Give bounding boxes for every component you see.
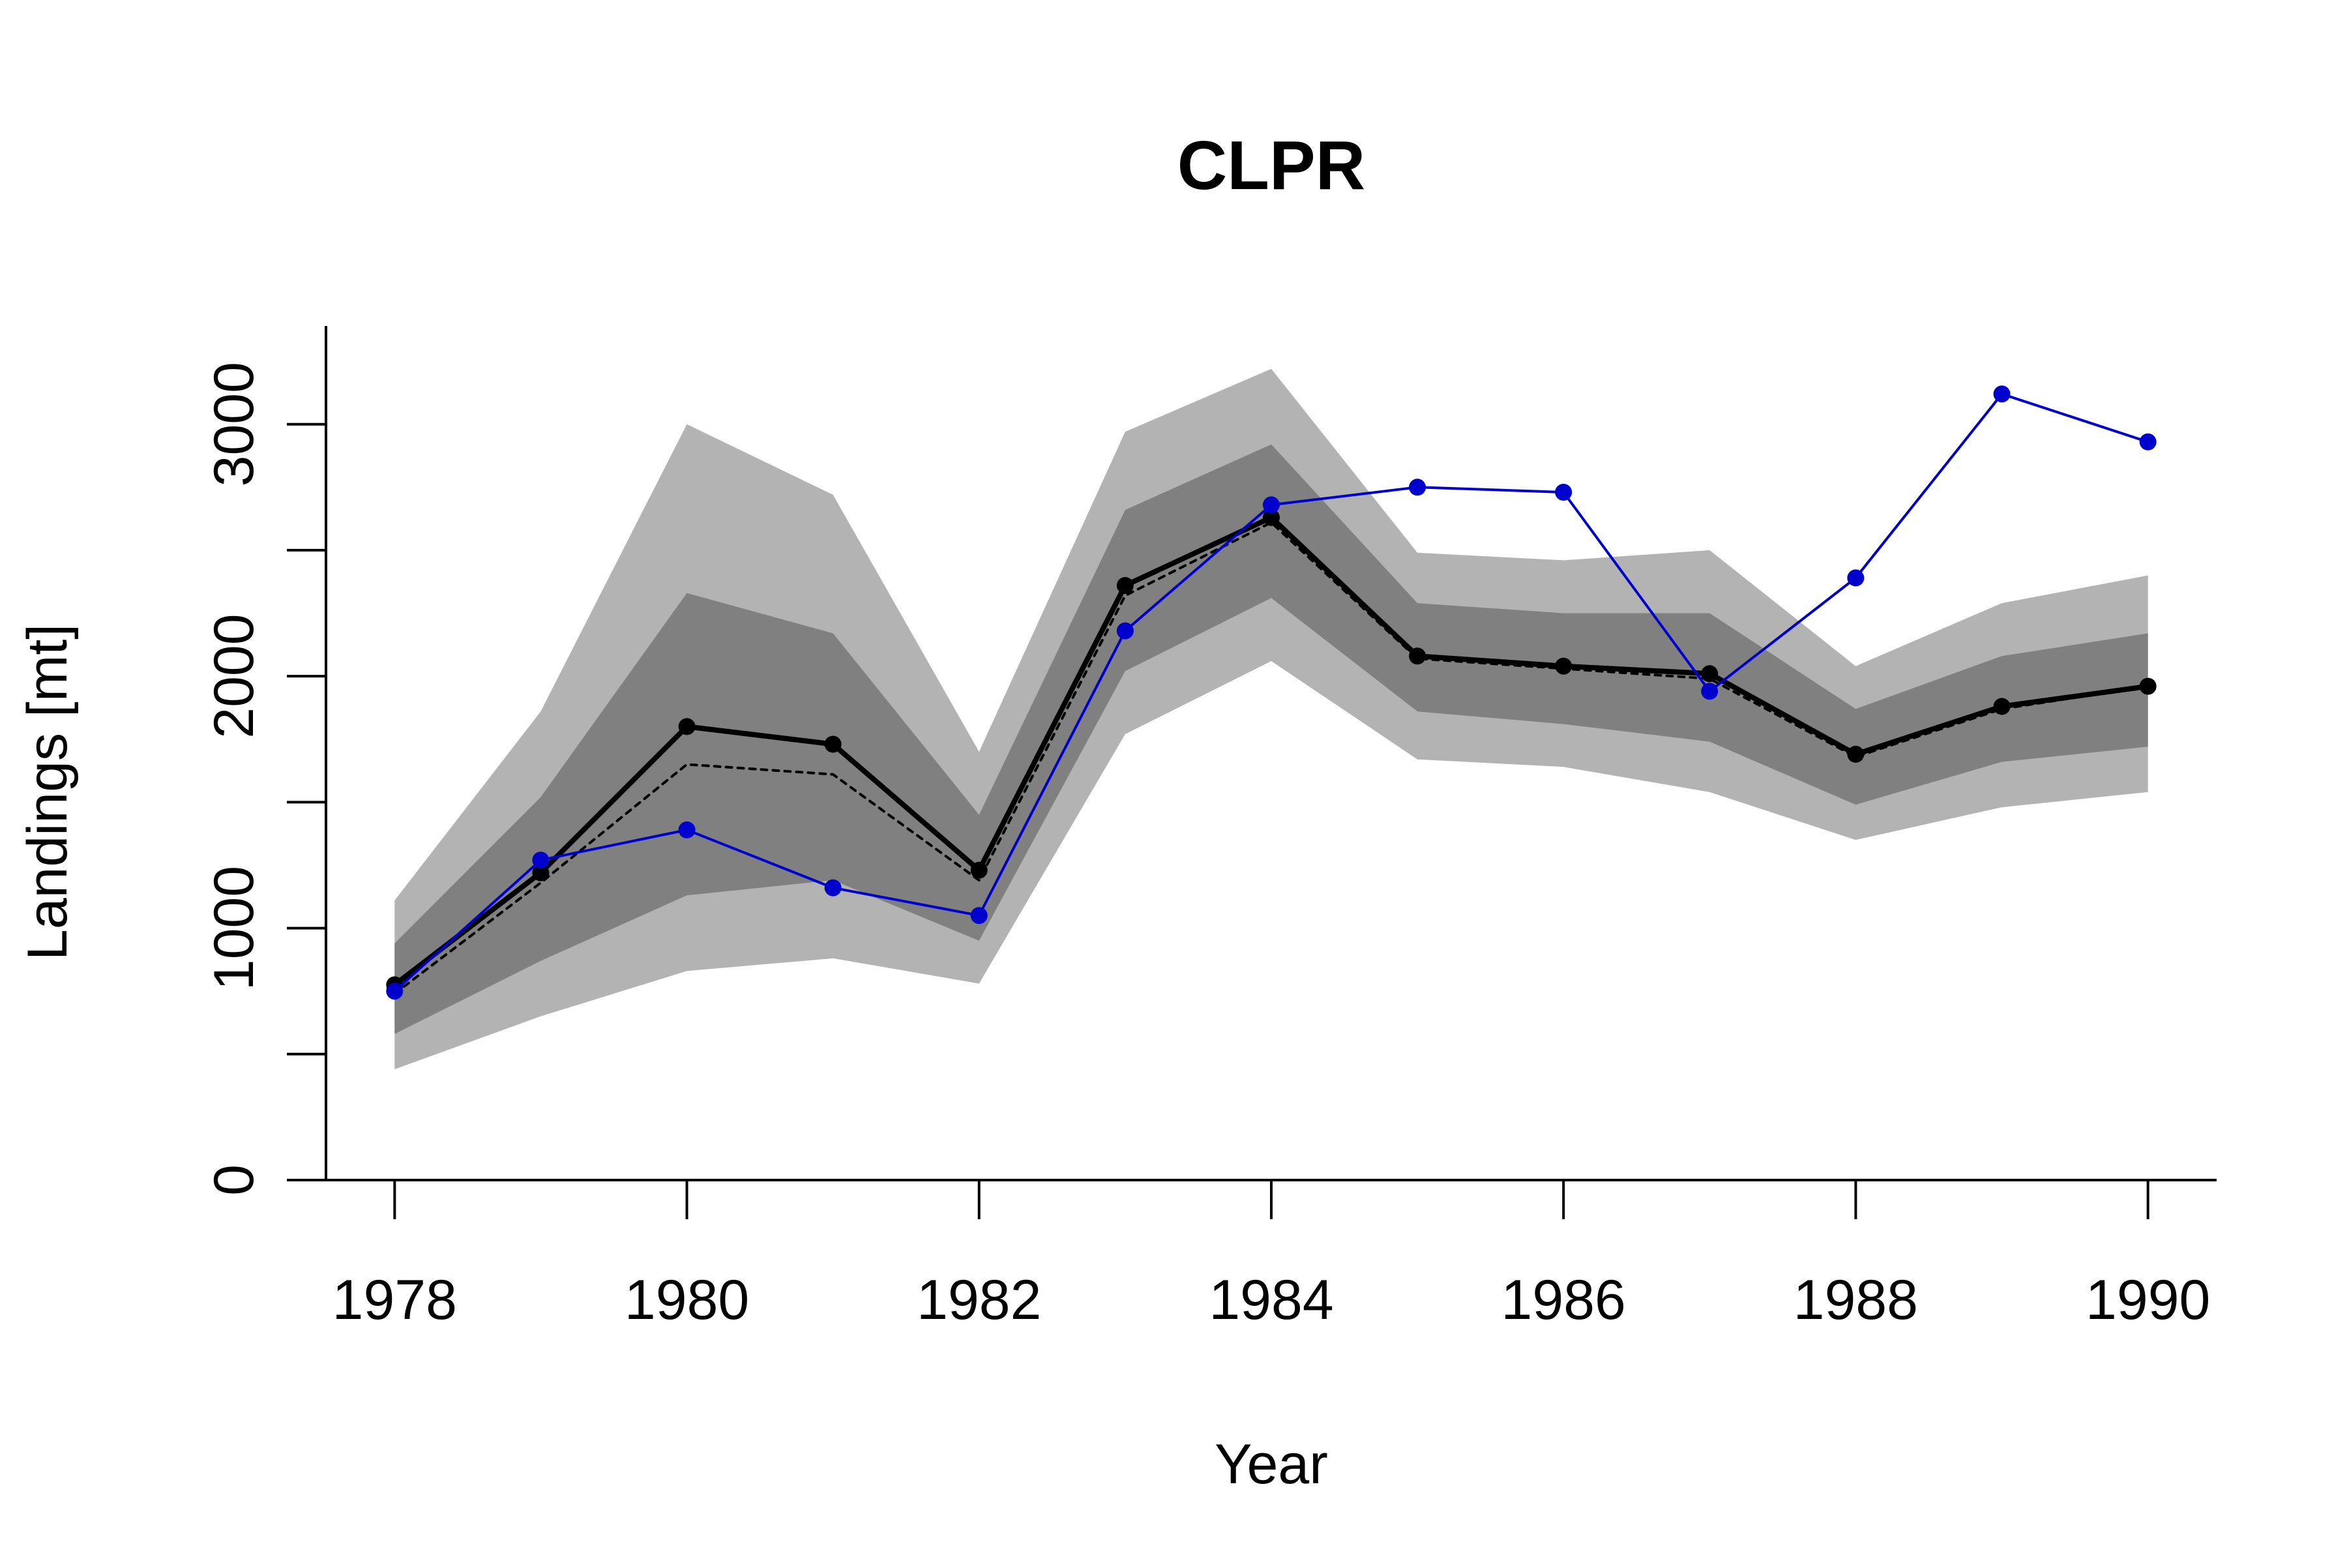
data-point-thick-solid-1990: [2139, 677, 2157, 695]
data-point-thin-solid-1988: [1847, 569, 1865, 587]
x-axis-title: Year: [1215, 1433, 1328, 1496]
data-point-thin-solid-1990: [2139, 433, 2157, 451]
axes: 0 1000 2000 3000 1978 1980 1982 1984 1986 1988 199…: [203, 326, 2217, 1331]
data-point-thin-solid-1978: [386, 983, 404, 1000]
data-point-thick-solid-1984: [1263, 509, 1280, 526]
data-point-thick-solid-1988: [1847, 745, 1865, 763]
data-point-thin-solid-1985: [1409, 479, 1426, 496]
data-point-thin-solid-1981: [824, 879, 842, 896]
data-point-thick-solid-1986: [1555, 657, 1572, 675]
y-tick-label-2000: 2000: [203, 614, 265, 738]
data-point-thin-solid-1982: [970, 907, 988, 925]
data-point-thick-solid-1985: [1409, 647, 1426, 665]
data-point-thin-solid-1989: [1993, 385, 2011, 403]
y-axis-title: Landings [mt]: [16, 624, 79, 960]
data-point-thin-solid-1987: [1701, 683, 1719, 700]
x-tick-label-1982: 1982: [917, 1269, 1041, 1331]
x-tick-label-1978: 1978: [332, 1269, 457, 1331]
data-point-thick-solid-1982: [970, 861, 988, 879]
data-point-thin-solid-1979: [532, 851, 550, 869]
data-point-thick-solid-1980: [678, 718, 696, 735]
x-tick-label-1990: 1990: [2086, 1269, 2210, 1331]
x-tick-label-1986: 1986: [1501, 1269, 1626, 1331]
chart-title: CLPR: [1177, 127, 1366, 204]
data-point-thick-solid-1981: [824, 735, 842, 753]
y-tick-label-1000: 1000: [203, 866, 265, 990]
data-point-thick-solid-1979: [532, 864, 550, 881]
data-point-thick-solid-1983: [1116, 577, 1134, 594]
data-point-thin-solid-1980: [678, 821, 696, 838]
y-tick-label-3000: 3000: [203, 362, 265, 486]
data-point-thick-solid-1989: [1993, 698, 2011, 715]
y-tick-label-0: 0: [203, 1164, 265, 1196]
data-point-thick-solid-1987: [1701, 665, 1719, 683]
x-tick-label-1984: 1984: [1209, 1269, 1333, 1331]
data-point-thin-solid-1986: [1555, 484, 1572, 501]
data-point-thin-solid-1984: [1263, 496, 1280, 514]
x-tick-label-1988: 1988: [1793, 1269, 1918, 1331]
band-inner: [394, 444, 2148, 1034]
series-lines: [386, 385, 2157, 1000]
x-tick-label-1980: 1980: [625, 1269, 749, 1331]
data-point-thin-solid-1983: [1116, 622, 1134, 640]
